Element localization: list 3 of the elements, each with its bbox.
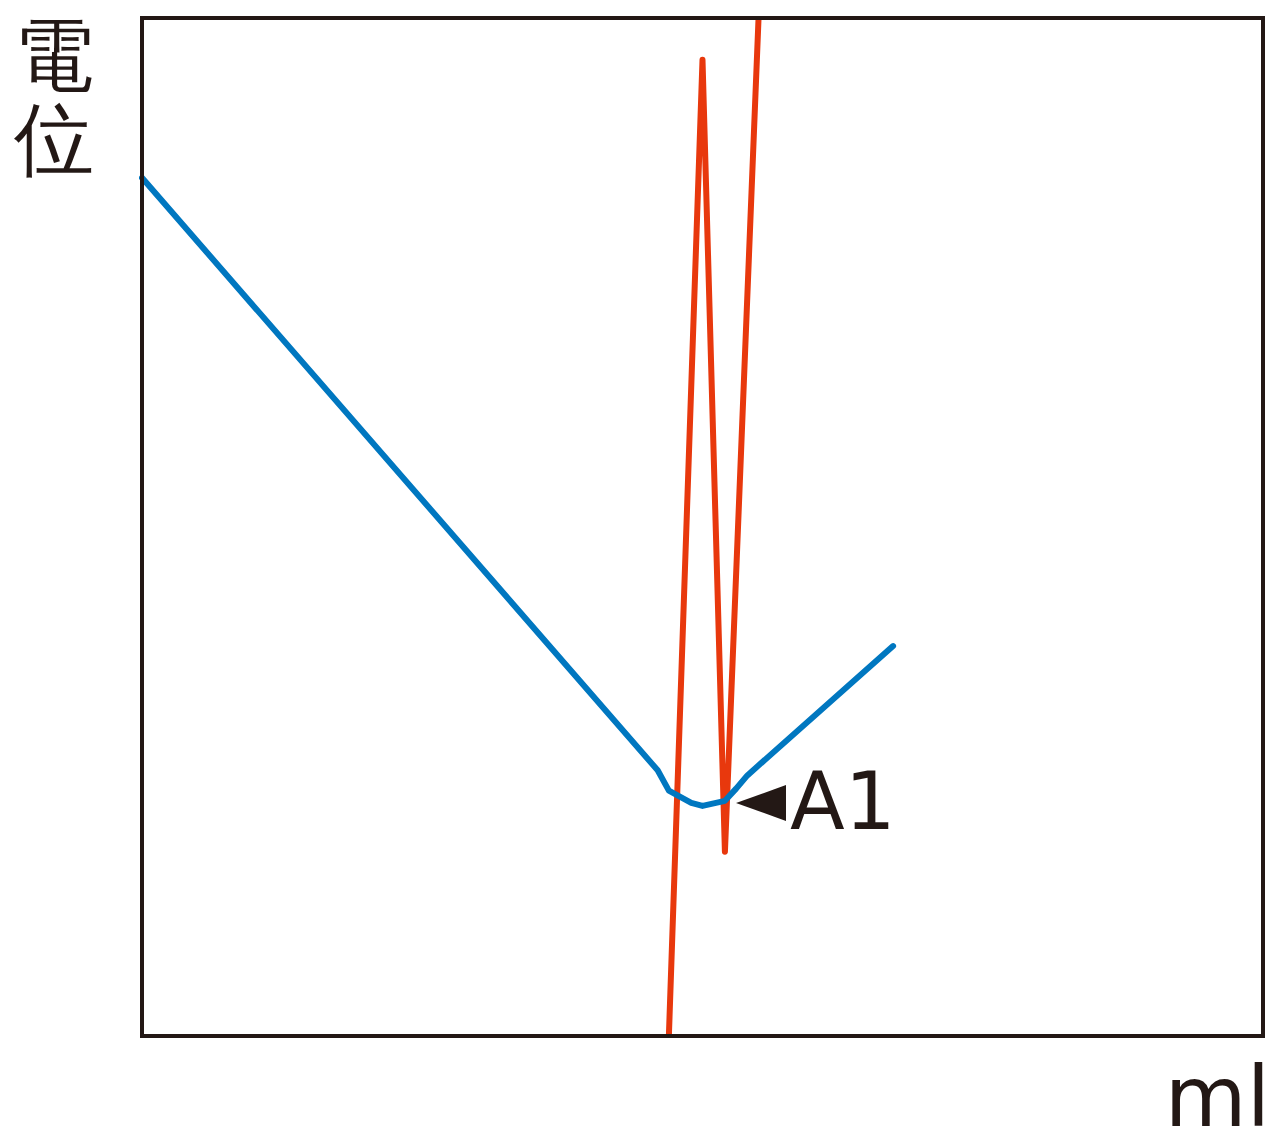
y-axis-title: 電位 [13, 9, 95, 186]
annotation: A1 [790, 755, 896, 848]
x-axis-title: ml [1164, 1048, 1270, 1145]
